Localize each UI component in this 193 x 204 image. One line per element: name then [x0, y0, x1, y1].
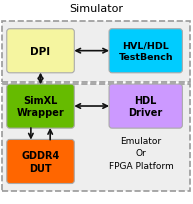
FancyBboxPatch shape: [109, 85, 182, 129]
FancyBboxPatch shape: [7, 30, 74, 73]
Text: GDDR4
DUT: GDDR4 DUT: [21, 151, 60, 173]
Text: Emulator
Or
FPGA Platform: Emulator Or FPGA Platform: [108, 136, 173, 170]
FancyBboxPatch shape: [109, 30, 182, 73]
FancyBboxPatch shape: [2, 85, 190, 191]
FancyBboxPatch shape: [7, 85, 74, 129]
Text: Simulator: Simulator: [69, 4, 124, 14]
FancyBboxPatch shape: [2, 21, 190, 83]
Text: HVL/HDL
TestBench: HVL/HDL TestBench: [118, 41, 173, 62]
FancyBboxPatch shape: [7, 140, 74, 184]
Text: DPI: DPI: [30, 47, 51, 57]
Text: HDL
Driver: HDL Driver: [129, 95, 163, 118]
Text: SimXL
Wrapper: SimXL Wrapper: [17, 95, 64, 118]
